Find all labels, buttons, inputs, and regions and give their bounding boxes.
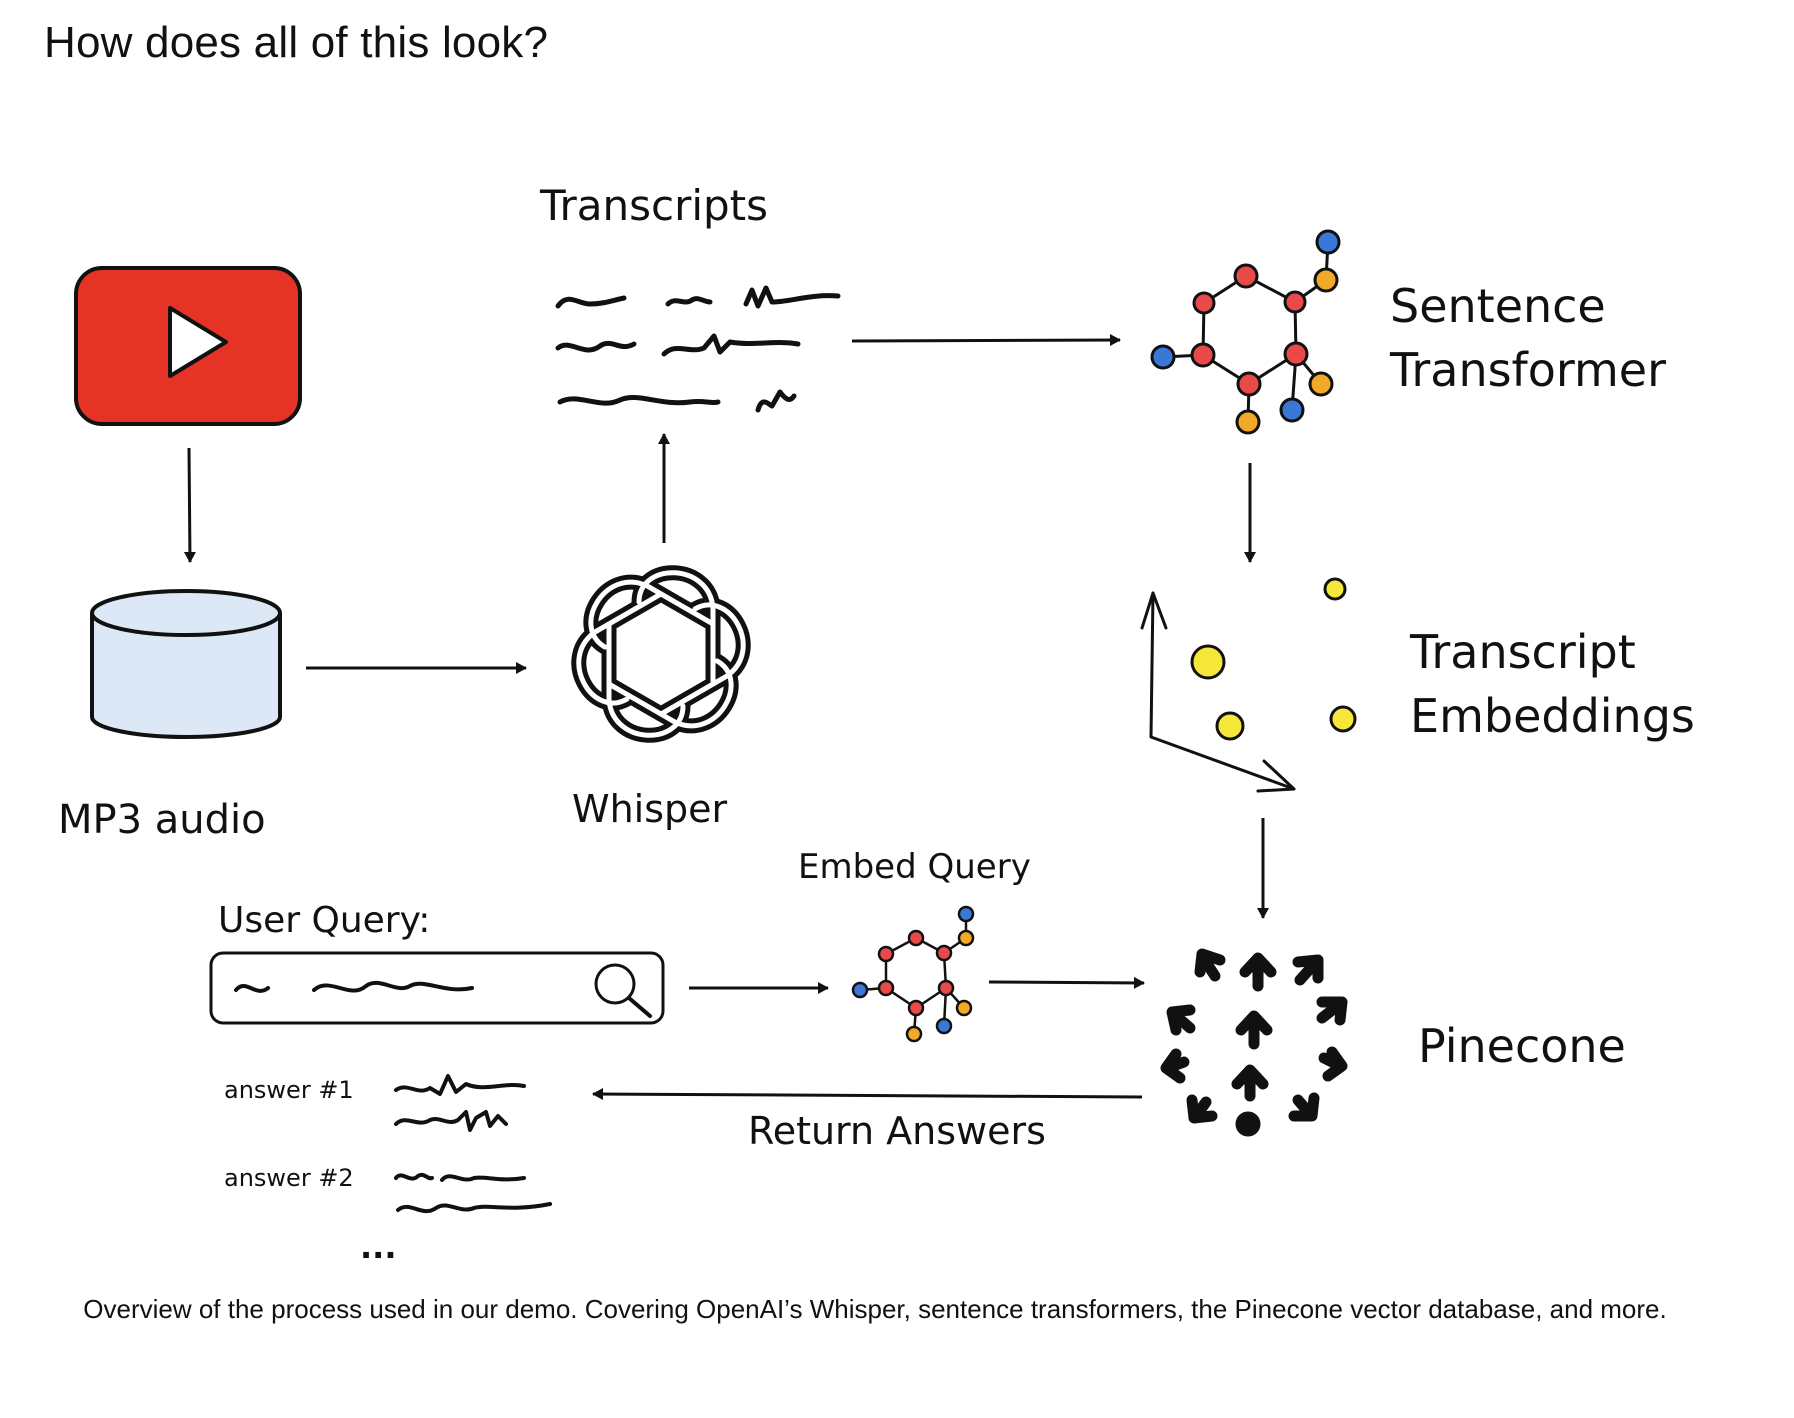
page-heading: How does all of this look? <box>44 18 549 67</box>
search-input[interactable] <box>209 951 665 1025</box>
arrow-return-answers <box>592 1088 1143 1101</box>
transcript-embeddings-label-line1: Transcript <box>1409 625 1636 679</box>
user-query-label: User Query: <box>218 900 430 941</box>
pinecone-label: Pinecone <box>1418 1019 1626 1073</box>
embedding-scatter-icon <box>1140 577 1357 793</box>
pinecone-logo-icon <box>1160 948 1348 1137</box>
figure-caption: Overview of the process used in our demo… <box>83 1294 1667 1324</box>
openai-logo-icon <box>571 565 751 743</box>
transcript-scribbles <box>555 285 841 413</box>
arrow-video-to-audio <box>183 447 196 563</box>
transcripts-label: Transcripts <box>539 181 768 230</box>
database-cylinder-icon <box>90 589 282 739</box>
answer-1-scribble <box>394 1074 526 1132</box>
transcript-embeddings-label-line2: Embeddings <box>1410 689 1695 743</box>
answer-2-label: answer #2 <box>224 1164 354 1192</box>
mp3-audio-label: MP3 audio <box>58 797 266 843</box>
more-answers-ellipsis: ... <box>360 1228 396 1266</box>
molecule-graph-icon <box>1150 229 1341 435</box>
answer-1-label: answer #1 <box>224 1076 354 1104</box>
return-answers-label: Return Answers <box>748 1109 1046 1153</box>
whisper-label: Whisper <box>572 787 728 831</box>
answer-2-scribble <box>394 1172 552 1214</box>
arrow-embed-to-pinecone <box>988 976 1145 989</box>
youtube-play-icon <box>74 266 302 426</box>
embed-query-label: Embed Query <box>798 847 1031 887</box>
arrow-transcripts-to-transformer <box>851 334 1121 347</box>
sentence-transformer-label-line1: Sentence <box>1390 279 1606 333</box>
magnifier-icon[interactable] <box>594 963 652 1018</box>
sentence-transformer-label-line2: Transformer <box>1389 343 1666 397</box>
molecule-graph-icon <box>851 905 975 1043</box>
